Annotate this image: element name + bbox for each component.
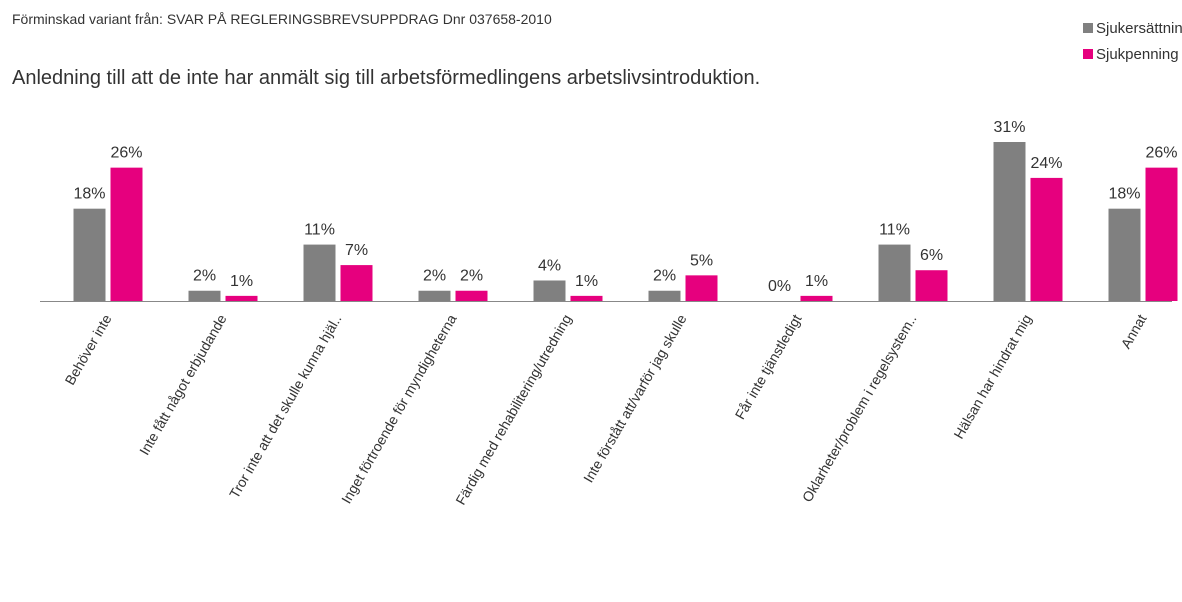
bar <box>533 280 566 301</box>
value-label: 2% <box>653 268 676 285</box>
bar <box>1030 177 1063 301</box>
value-label: 5% <box>690 252 713 269</box>
value-label: 11% <box>879 222 910 239</box>
bar <box>110 167 143 301</box>
bar <box>993 142 1026 301</box>
x-tick-label: Färdig med rehabilitering/utredning <box>452 312 574 508</box>
bar <box>648 290 681 301</box>
legend-swatch <box>1083 49 1093 59</box>
value-label: 0% <box>768 278 791 295</box>
value-label: 26% <box>110 145 142 162</box>
bar <box>915 270 948 301</box>
value-label: 26% <box>1145 145 1177 162</box>
legend-swatch <box>1083 23 1093 33</box>
x-tick-label: Tror inte att det skulle kunna hjäl.. <box>226 312 345 502</box>
bar <box>303 244 336 301</box>
value-label: 2% <box>460 268 483 285</box>
bar <box>1108 208 1141 301</box>
value-label: 18% <box>1108 186 1140 203</box>
legend-label: Sjukersättning (127) <box>1096 20 1182 37</box>
bar <box>225 295 258 301</box>
note: Förminskad variant från: SVAR PÅ REGLERI… <box>12 11 552 27</box>
value-label: 2% <box>423 268 446 285</box>
value-label: 31% <box>993 119 1025 136</box>
value-label: 11% <box>304 222 335 239</box>
bar <box>73 208 106 301</box>
value-label: 18% <box>73 186 105 203</box>
bar <box>685 275 718 301</box>
x-tick-label: Annat <box>1117 311 1149 351</box>
value-label: 4% <box>538 257 561 274</box>
chart-title: Anledning till att de inte har anmält si… <box>12 67 760 89</box>
value-label: 2% <box>193 268 216 285</box>
value-label: 6% <box>920 247 943 264</box>
bar <box>1145 167 1178 301</box>
value-label: 7% <box>345 242 368 259</box>
bar <box>188 290 221 301</box>
bar <box>455 290 488 301</box>
bar <box>340 265 373 301</box>
x-tick-label: Hälsan har hindrat mig <box>950 312 1034 442</box>
legend-label: Sjukpenning (506) <box>1096 46 1182 63</box>
x-tick-label: Behöver inte <box>61 311 114 387</box>
bar <box>878 244 911 301</box>
value-label: 1% <box>575 273 598 290</box>
value-label: 1% <box>230 273 253 290</box>
bar <box>418 290 451 301</box>
value-label: 1% <box>805 273 828 290</box>
x-tick-label: Får inte tjänstledigt <box>732 311 805 422</box>
x-tick-label: Inte förstått att/varför jag skulle <box>580 311 690 485</box>
bar <box>800 295 833 301</box>
x-tick-label: Inte fått något erbjudande <box>136 311 230 457</box>
x-tick-label: Oklarheter/problem i regelsystem.. <box>799 312 920 505</box>
bar <box>570 295 603 301</box>
value-label: 24% <box>1030 155 1062 172</box>
x-tick-label: Inget förtroende för myndigheterna <box>338 311 460 506</box>
